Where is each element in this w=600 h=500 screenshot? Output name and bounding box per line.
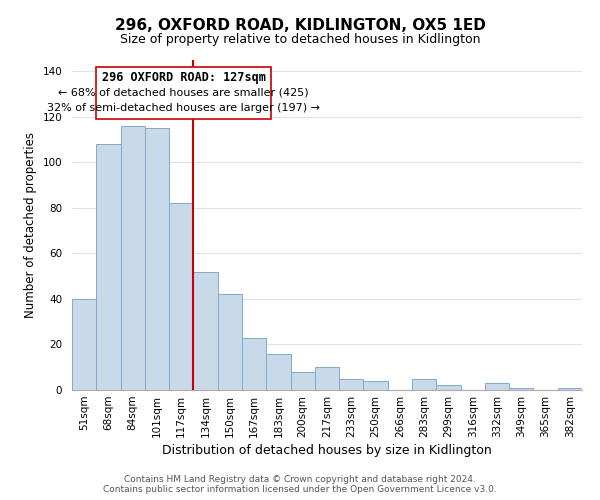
Bar (121, 126, 145, 390)
Bar (242, 338, 266, 390)
Text: Size of property relative to detached houses in Kidlington: Size of property relative to detached ho… (120, 32, 480, 46)
Bar (96, 144, 121, 390)
Text: Contains public sector information licensed under the Open Government Licence v3: Contains public sector information licen… (103, 485, 497, 494)
Text: 296 OXFORD ROAD: 127sqm: 296 OXFORD ROAD: 127sqm (102, 72, 266, 85)
Text: Contains HM Land Registry data © Crown copyright and database right 2024.: Contains HM Land Registry data © Crown c… (124, 475, 476, 484)
Bar (315, 367, 339, 390)
Bar (266, 354, 290, 390)
Bar (72, 299, 96, 390)
X-axis label: Distribution of detached houses by size in Kidlington: Distribution of detached houses by size … (162, 444, 492, 457)
Bar (485, 383, 509, 390)
Bar (509, 388, 533, 390)
Bar (412, 378, 436, 390)
Bar (558, 388, 582, 390)
Y-axis label: Number of detached properties: Number of detached properties (24, 132, 37, 318)
Bar (364, 381, 388, 390)
Text: 296, OXFORD ROAD, KIDLINGTON, OX5 1ED: 296, OXFORD ROAD, KIDLINGTON, OX5 1ED (115, 18, 485, 32)
Bar (339, 378, 364, 390)
FancyBboxPatch shape (96, 67, 271, 119)
Bar (169, 204, 193, 390)
Bar (145, 128, 169, 390)
Bar (193, 272, 218, 390)
Text: ← 68% of detached houses are smaller (425): ← 68% of detached houses are smaller (42… (58, 88, 309, 98)
Bar (218, 294, 242, 390)
Text: 32% of semi-detached houses are larger (197) →: 32% of semi-detached houses are larger (… (47, 103, 320, 113)
Bar (290, 372, 315, 390)
Bar (436, 386, 461, 390)
